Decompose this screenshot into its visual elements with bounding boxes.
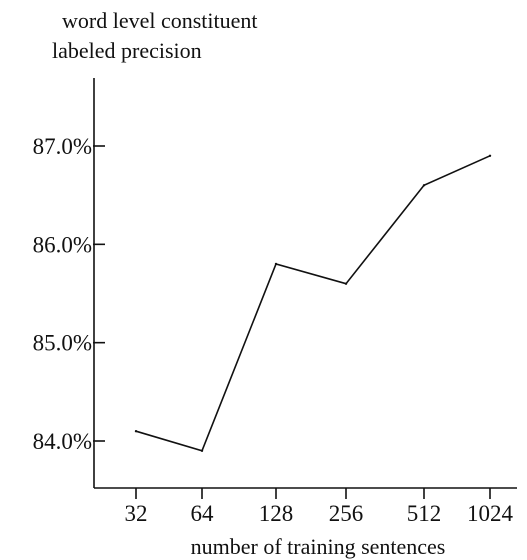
y-axis-ticks: 84.0% 85.0% 86.0% 87.0%: [33, 134, 105, 454]
x-tick-label: 32: [125, 501, 148, 526]
x-tick-label: 256: [329, 501, 364, 526]
x-tick-label: 1024: [467, 501, 514, 526]
x-tick-label: 512: [407, 501, 442, 526]
y-axis-title-line-2: labeled precision: [52, 38, 202, 63]
data-point: [488, 154, 492, 157]
y-axis-title-line-1: word level constituent: [62, 8, 258, 33]
data-point: [134, 430, 138, 433]
data-point: [344, 282, 348, 285]
x-tick-label: 128: [259, 501, 294, 526]
x-axis-ticks: 32 64 128 256 512 1024: [125, 488, 514, 526]
y-tick-label: 85.0%: [33, 331, 92, 356]
y-tick-label: 87.0%: [33, 134, 92, 159]
data-point: [422, 184, 426, 187]
series-line: [135, 155, 491, 452]
x-tick-label: 64: [191, 501, 215, 526]
data-point: [274, 262, 278, 266]
y-tick-label: 84.0%: [33, 429, 92, 454]
series-group: [134, 154, 492, 452]
y-axis-title: word level constituent labeled precision: [52, 8, 258, 63]
x-axis-title: number of training sentences: [191, 534, 446, 559]
data-point: [200, 449, 204, 452]
y-tick-label: 86.0%: [33, 232, 92, 257]
